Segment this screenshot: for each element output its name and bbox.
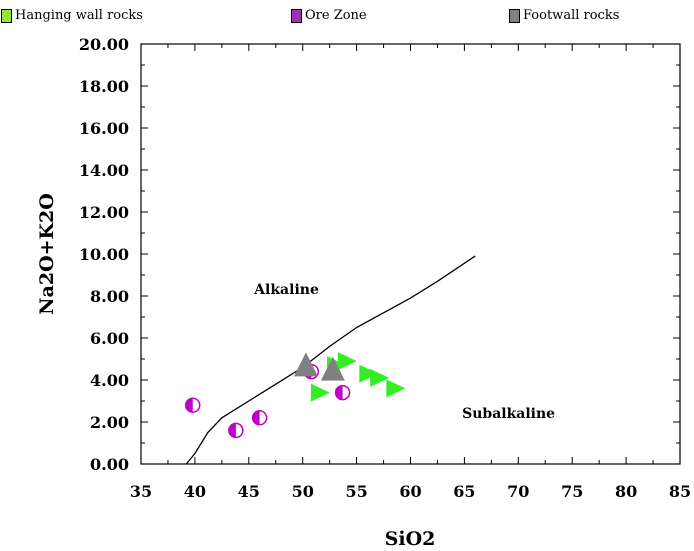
axes: 35 40 45 50 55 60 65 70 75 80 85 0.00 2.00 4.00 6.00 8.… — [79, 35, 691, 501]
ore-zone-point-outline — [334, 384, 351, 401]
y-tick-label: 12.00 — [79, 203, 129, 222]
x-tick-label: 65 — [453, 482, 475, 501]
y-tick-label: 0.00 — [90, 455, 129, 474]
region-label: Alkaline — [253, 282, 319, 298]
x-tick-label: 40 — [184, 482, 206, 501]
y-tick-label: 18.00 — [79, 77, 129, 96]
legend-label-footwall: Footwall rocks — [523, 8, 620, 23]
region-label: Subalkaline — [462, 406, 555, 422]
y-tick-label: 10.00 — [79, 245, 129, 264]
ore-zone-point — [184, 397, 201, 413]
ore-zone-point-outline — [251, 410, 268, 426]
hanging-wall-point — [337, 352, 357, 371]
plot-frame — [140, 43, 681, 465]
x-tick-label: 80 — [615, 482, 637, 501]
x-tick-label: 55 — [345, 482, 367, 501]
y-tick-label: 8.00 — [90, 287, 129, 306]
ore-zone-point — [251, 410, 268, 426]
hanging-wall-point — [370, 368, 390, 387]
x-tick-label: 50 — [292, 482, 314, 501]
hanging-wall-swatch — [1, 8, 12, 23]
hanging-wall-point — [310, 383, 330, 402]
ore-zone-point — [334, 384, 351, 401]
hanging-wall-point — [359, 364, 379, 383]
x-tick-label: 70 — [507, 482, 529, 501]
x-axis-title: SiO2 — [385, 528, 436, 550]
legend-item-footwall: Footwall rocks — [509, 8, 619, 23]
ore-zone-point-outline — [228, 422, 244, 439]
footwall-swatch — [509, 8, 520, 23]
x-tick-label: 45 — [238, 482, 260, 501]
data-points — [184, 352, 406, 439]
y-axis-title: Na2O+K2O — [36, 193, 58, 315]
ore-zone-point — [228, 422, 244, 439]
x-tick-label: 75 — [561, 482, 583, 501]
y-tick-label: 4.00 — [90, 371, 129, 390]
legend-label-ore-zone: Ore Zone — [305, 8, 367, 23]
footwall-point — [320, 356, 345, 381]
y-tick-label: 2.00 — [90, 413, 129, 432]
ore-zone-swatch — [291, 8, 302, 23]
legend-label-hanging-wall: Hanging wall rocks — [15, 8, 143, 23]
region-labels: Alkaline Subalkaline — [253, 282, 555, 422]
x-tick-label: 85 — [669, 482, 691, 501]
x-tick-label: 60 — [399, 482, 421, 501]
y-tick-label: 20.00 — [79, 35, 129, 54]
y-tick-label: 16.00 — [79, 119, 129, 138]
ore-zone-point-outline — [184, 397, 201, 413]
y-tick-label: 14.00 — [79, 161, 129, 180]
x-tick-label: 35 — [130, 482, 152, 501]
legend-item-ore-zone: Ore Zone — [291, 8, 367, 23]
legend-item-hanging-wall: Hanging wall rocks — [1, 8, 143, 23]
y-tick-label: 6.00 — [90, 329, 129, 348]
hanging-wall-point — [386, 379, 406, 398]
footwall-point — [293, 352, 318, 377]
